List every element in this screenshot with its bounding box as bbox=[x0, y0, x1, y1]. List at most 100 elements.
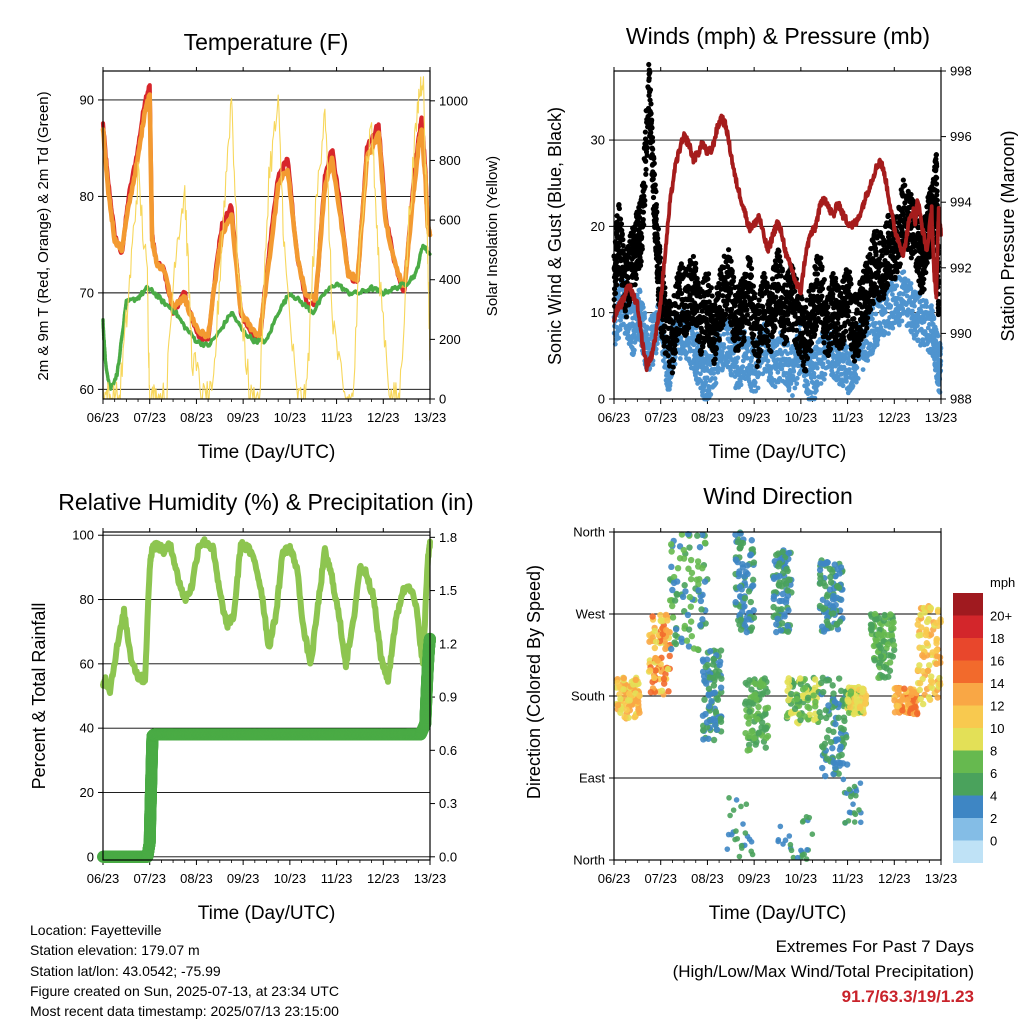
gust-point bbox=[708, 285, 714, 291]
temp-ylabel: 2m & 9m T (Red, Orange) & 2m Td (Green) bbox=[35, 91, 52, 380]
gust-point bbox=[830, 270, 836, 277]
wind-point bbox=[713, 380, 719, 386]
gust-point bbox=[643, 158, 649, 164]
wind-xlabel: Time (Day/UTC) bbox=[709, 442, 847, 463]
wind-point bbox=[706, 388, 712, 394]
gust-point bbox=[650, 146, 656, 152]
wind-point bbox=[873, 311, 879, 317]
gust-point bbox=[934, 188, 940, 194]
wind-ytick-right-label: 990 bbox=[950, 326, 972, 341]
gust-point bbox=[647, 87, 654, 93]
gust-point bbox=[855, 352, 861, 359]
gust-point bbox=[897, 261, 903, 267]
wind-point bbox=[786, 385, 792, 391]
wind-point bbox=[642, 310, 648, 316]
gust-point bbox=[804, 355, 811, 361]
wind-point bbox=[840, 383, 846, 389]
wind-point bbox=[725, 330, 730, 336]
gust-point bbox=[617, 216, 624, 222]
gust-point bbox=[867, 306, 874, 313]
gust-point bbox=[709, 293, 715, 299]
panel-temp: Temperature (F)Time (Day/UTC)2m & 9m T (… bbox=[35, 29, 501, 463]
wind-point bbox=[912, 303, 917, 309]
gust-point bbox=[755, 358, 762, 364]
gust-point bbox=[616, 205, 622, 212]
gust-point bbox=[642, 197, 648, 204]
wind-point bbox=[736, 372, 742, 378]
rh-ytick-right-label: 0.9 bbox=[439, 690, 457, 705]
gust-point bbox=[741, 330, 747, 336]
wind-point bbox=[791, 369, 797, 374]
gust-point bbox=[644, 144, 650, 151]
gust-point bbox=[693, 260, 699, 266]
wind-point bbox=[628, 339, 634, 345]
gust-point bbox=[924, 260, 930, 266]
gust-point bbox=[640, 216, 646, 223]
wind-ytick-label: 20 bbox=[591, 219, 605, 234]
gust-point bbox=[716, 337, 722, 343]
gust-point bbox=[653, 201, 659, 208]
temp-ytick-label: 60 bbox=[80, 382, 94, 397]
gust-point bbox=[894, 269, 900, 275]
temp-ytick-label: 90 bbox=[80, 92, 94, 107]
gust-point bbox=[845, 313, 851, 319]
wind-point bbox=[813, 388, 819, 394]
gust-point bbox=[870, 300, 876, 307]
gust-point bbox=[778, 258, 784, 265]
wind-point bbox=[715, 369, 721, 375]
wind-point bbox=[712, 376, 718, 381]
temp-plot-area bbox=[100, 76, 433, 400]
wind-point bbox=[812, 395, 818, 401]
gust-point bbox=[821, 340, 827, 346]
wind-point bbox=[618, 317, 623, 323]
wind-point bbox=[746, 342, 752, 348]
gust-point bbox=[765, 338, 771, 344]
gust-point bbox=[812, 331, 818, 338]
wind-point bbox=[775, 369, 781, 375]
wind-point bbox=[910, 308, 915, 314]
wind-point bbox=[621, 321, 626, 327]
rh-ytick-label: 0 bbox=[87, 849, 94, 864]
temp-ytick-label: 80 bbox=[80, 189, 94, 204]
gust-point bbox=[777, 253, 783, 260]
gust-point bbox=[654, 209, 660, 215]
wind-ytick-label: 30 bbox=[591, 133, 605, 148]
wind-point bbox=[667, 386, 672, 392]
gust-point bbox=[900, 177, 906, 183]
wind-ytick-right-label: 994 bbox=[950, 195, 972, 210]
temp-xtick-label: 09/23 bbox=[227, 410, 260, 425]
wind-xtick-label: 08/23 bbox=[691, 410, 724, 425]
wind-point bbox=[854, 365, 860, 370]
wind-xtick-label: 09/23 bbox=[738, 410, 771, 425]
wind-point bbox=[772, 384, 778, 390]
wind-point bbox=[860, 367, 866, 373]
wind-point bbox=[790, 393, 795, 398]
wind-point bbox=[818, 381, 824, 386]
gust-point bbox=[848, 281, 854, 287]
wind-point bbox=[874, 342, 880, 348]
temp-frame bbox=[102, 70, 431, 400]
wind-point bbox=[822, 355, 828, 361]
wind-point bbox=[749, 363, 755, 369]
gust-point bbox=[665, 353, 671, 359]
rh-xtick-label: 12/23 bbox=[367, 871, 400, 886]
gust-point bbox=[632, 282, 638, 288]
wind-xtick-label: 07/23 bbox=[644, 410, 677, 425]
wind-point bbox=[678, 335, 684, 341]
rh-ytick-label: 60 bbox=[80, 656, 94, 671]
wind-point bbox=[937, 389, 943, 395]
gust-point bbox=[641, 222, 647, 228]
gust-point bbox=[614, 282, 620, 288]
wind-point bbox=[894, 283, 900, 289]
gust-point bbox=[648, 110, 654, 117]
temp-ylabel-right: Solar Insolation (Yellow) bbox=[484, 156, 501, 316]
gust-point bbox=[739, 323, 745, 329]
wind-point bbox=[812, 374, 817, 380]
wind-point bbox=[768, 370, 774, 376]
gust-point bbox=[690, 253, 697, 260]
gust-point bbox=[892, 274, 898, 280]
temp-xtick-label: 08/23 bbox=[180, 410, 213, 425]
temp-xtick-label: 10/23 bbox=[274, 410, 307, 425]
rh-plot-area bbox=[97, 536, 436, 863]
temp-xtick-label: 13/23 bbox=[414, 410, 447, 425]
